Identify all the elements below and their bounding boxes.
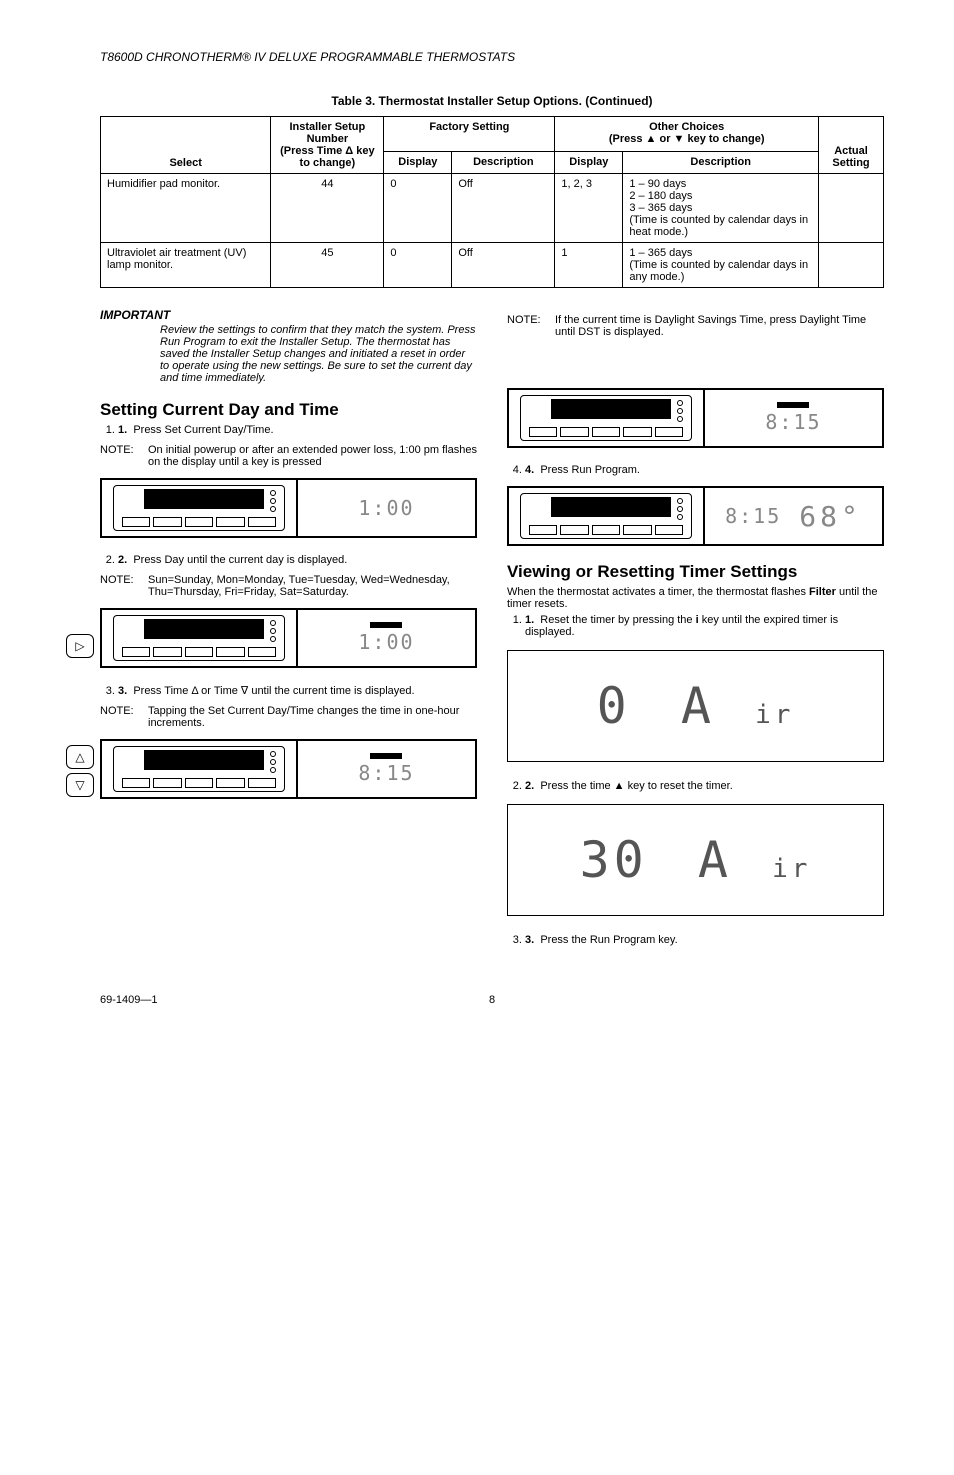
step1-text: Press Set Current Day/Time. <box>133 424 273 436</box>
time-down-icon: ▽ <box>66 773 94 797</box>
step-3: 3. Press Time Δ or Time ∇ until the curr… <box>118 684 477 697</box>
important-label: IMPORTANT <box>100 308 477 322</box>
note-label: NOTE: <box>100 444 148 468</box>
left-column: IMPORTANT Review the settings to confirm… <box>100 308 477 954</box>
heading-setting-time: Setting Current Day and Time <box>100 400 477 420</box>
step-1: 1. Press Set Current Day/Time. <box>118 424 477 436</box>
th-installer-sub: (Press Time Δ key to change) <box>280 145 375 169</box>
th-actual: Actual Setting <box>832 145 869 169</box>
note-label-2: NOTE: <box>100 574 148 598</box>
step3-text: Press Time Δ or Time ∇ until the current… <box>133 685 414 697</box>
display-2: 1:00 <box>358 622 414 654</box>
display-2-value: 1:00 <box>358 630 414 654</box>
th-desc1: Description <box>473 156 534 168</box>
big1c: ir <box>755 700 794 730</box>
thermostat-figure-r2: 8:15 68° <box>507 486 884 546</box>
step4-text: Press Run Program. <box>540 464 640 476</box>
th-display1: Display <box>398 156 437 168</box>
timer-intro: When the thermostat activates a timer, t… <box>507 586 884 610</box>
display-3: 8:15 <box>358 753 414 785</box>
th-other: Other Choices <box>649 121 724 133</box>
step-4: 4. Press Run Program. <box>525 464 884 476</box>
note1-body: On initial powerup or after an extended … <box>148 444 477 468</box>
th-factory: Factory Setting <box>429 121 509 133</box>
note-r1-body: If the current time is Daylight Savings … <box>555 314 884 338</box>
step2-text: Press Day until the current day is displ… <box>133 554 347 566</box>
time-up-icon: △ <box>66 745 94 769</box>
step-r2: 2. Press the time ▲ key to reset the tim… <box>525 780 884 792</box>
page-header: T8600D CHRONOTHERM® IV DELUXE PROGRAMMAB… <box>100 50 884 64</box>
note3-body: Tapping the Set Current Day/Time changes… <box>148 705 477 729</box>
day-button-icon: ▷ <box>66 634 94 658</box>
display-1: 1:00 <box>358 496 414 520</box>
step-r3: 3. Press the Run Program key. <box>525 934 884 946</box>
display-r1: 8:15 <box>765 402 821 434</box>
th-other-sub: (Press ▲ or ▼ key to change) <box>609 133 765 145</box>
big1a: 0 <box>597 677 631 735</box>
step-r2-text: Press the time ▲ key to reset the timer. <box>540 780 732 792</box>
big2a: 30 <box>580 831 648 889</box>
th-installer: Installer Setup Number <box>289 121 365 145</box>
table-caption: Table 3. Thermostat Installer Setup Opti… <box>100 94 884 108</box>
table-row: Ultraviolet air treatment (UV) lamp moni… <box>101 243 884 288</box>
footer-left: 69-1409—1 <box>100 994 158 1006</box>
big2c: ir <box>772 854 811 884</box>
thermostat-figure-2: ▷ 1:00 <box>100 608 477 668</box>
big-display-2: 30 A ir <box>507 804 884 916</box>
big2b: A <box>698 831 732 889</box>
th-desc2: Description <box>690 156 751 168</box>
display-r1-value: 8:15 <box>765 410 821 434</box>
step-r1: 1. Reset the timer by pressing the i key… <box>525 614 884 638</box>
thermostat-figure-r1: 8:15 <box>507 388 884 448</box>
display-3-value: 8:15 <box>358 761 414 785</box>
important-text: Review the settings to confirm that they… <box>160 324 477 384</box>
th-display2: Display <box>569 156 608 168</box>
thermostat-figure-3: △ ▽ 8:15 <box>100 739 477 799</box>
installer-table: Select Installer Setup Number (Press Tim… <box>100 116 884 288</box>
note2-body: Sun=Sunday, Mon=Monday, Tue=Tuesday, Wed… <box>148 574 477 598</box>
step-r3-text: Press the Run Program key. <box>540 934 677 946</box>
th-select: Select <box>169 157 201 169</box>
display-r2b: 68° <box>799 500 862 533</box>
big-display-1: 0 A ir <box>507 650 884 762</box>
display-r2a: 8:15 <box>725 504 781 528</box>
heading-timer: Viewing or Resetting Timer Settings <box>507 562 884 582</box>
right-column: NOTE: If the current time is Daylight Sa… <box>507 308 884 954</box>
note-label-3: NOTE: <box>100 705 148 729</box>
thermostat-figure-1: 1:00 <box>100 478 477 538</box>
step-2: 2. Press Day until the current day is di… <box>118 554 477 566</box>
big1b: A <box>681 677 715 735</box>
filter-bold: Filter <box>809 586 836 598</box>
table-row: Humidifier pad monitor.440Off1, 2, 31 – … <box>101 174 884 243</box>
note-label-r1: NOTE: <box>507 314 555 338</box>
footer-page-number: 8 <box>489 994 495 1006</box>
